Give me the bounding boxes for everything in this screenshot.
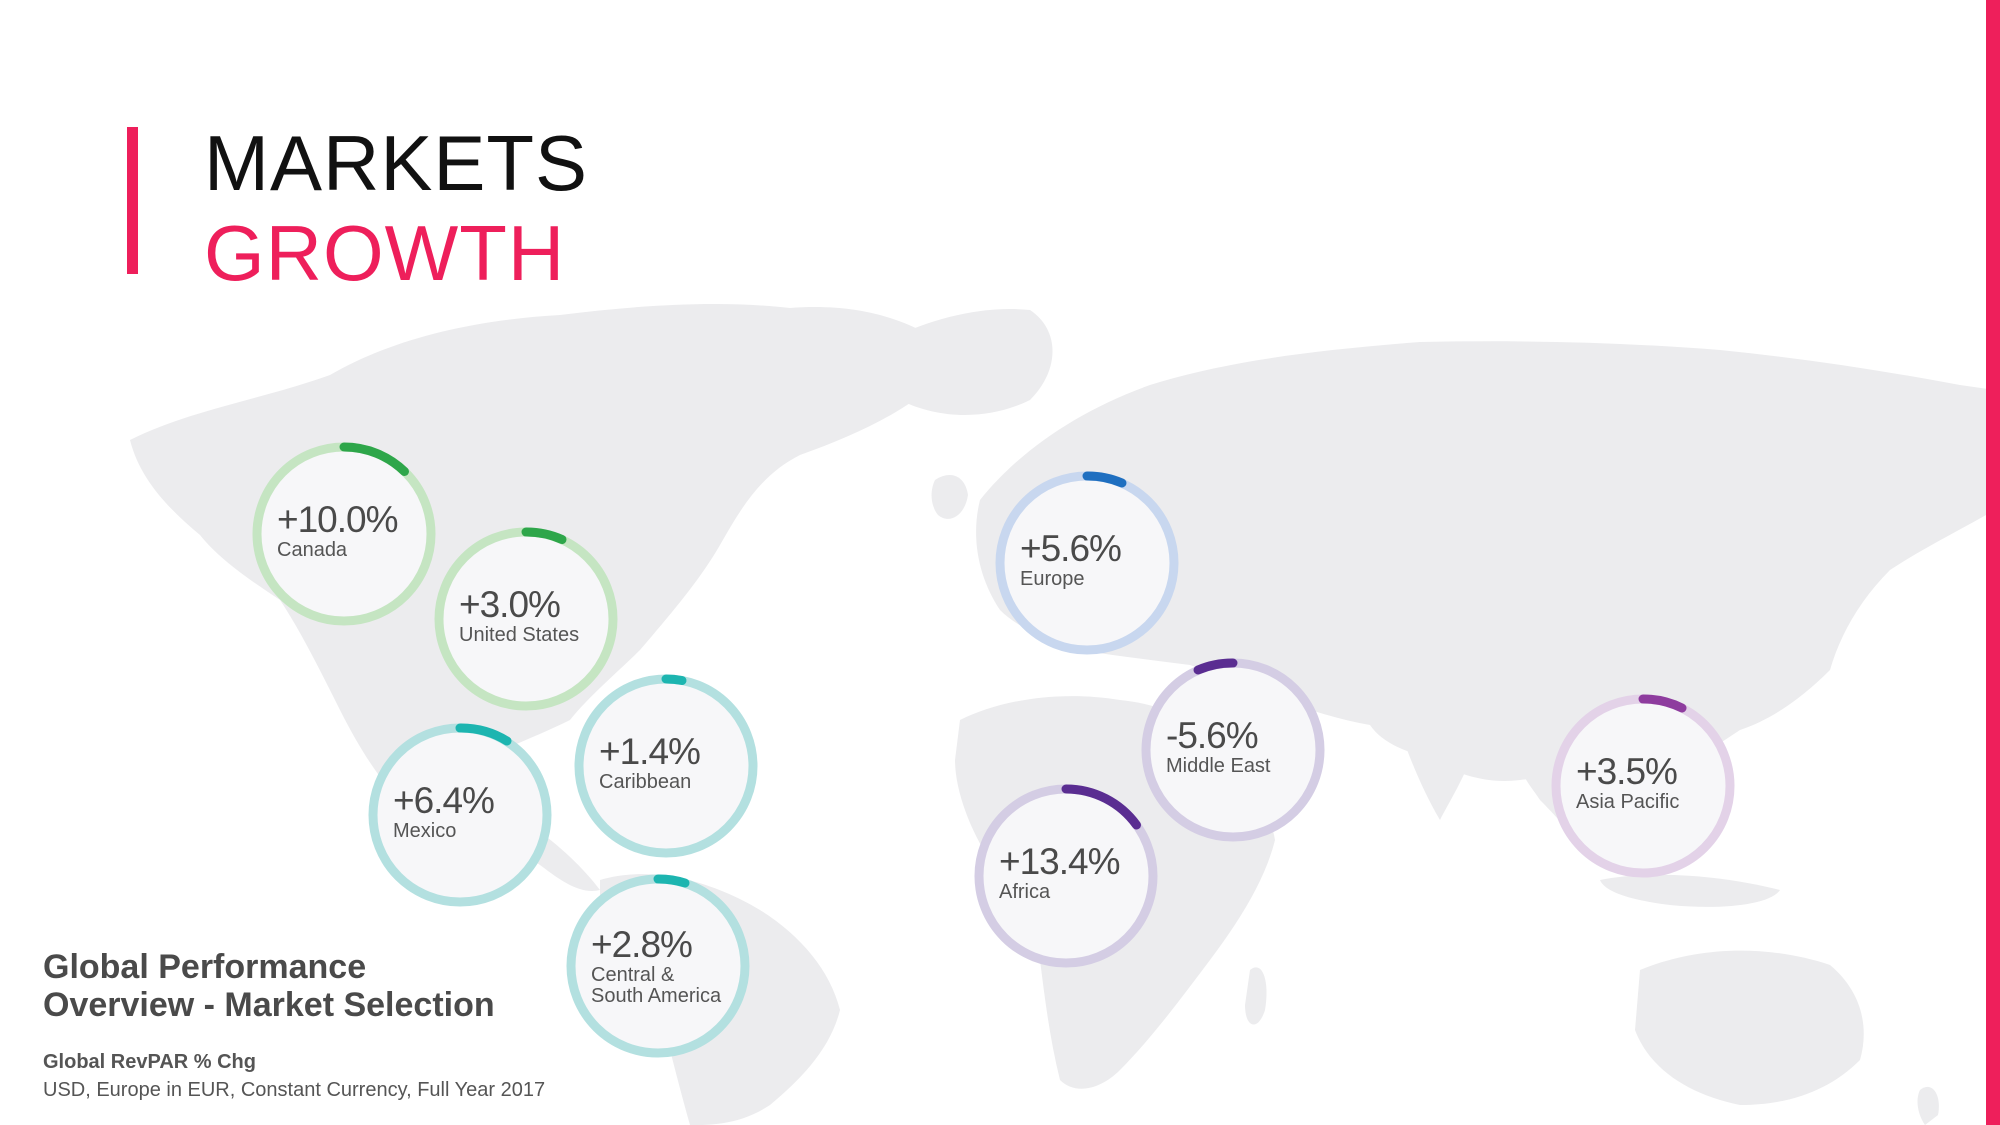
market-value: +6.4% <box>393 780 495 821</box>
market-value: -5.6% <box>1166 715 1259 756</box>
land-new-zealand <box>1917 1086 1939 1125</box>
land-australia <box>1635 950 1864 1105</box>
progress-ring <box>566 874 750 1058</box>
market-value: +5.6% <box>1020 528 1122 569</box>
market-europe: +5.6% Europe <box>992 468 1182 658</box>
progress-ring <box>434 527 618 711</box>
info-metric: Global RevPAR % Chg <box>43 1051 256 1073</box>
land-madagascar <box>1245 967 1267 1025</box>
progress-ring <box>252 442 436 626</box>
market-label: Middle East <box>1166 755 1271 777</box>
market-label: Caribbean <box>599 771 692 793</box>
title-growth: GROWTH <box>204 209 566 297</box>
info-heading-line-2: Overview - Market Selection <box>43 986 495 1024</box>
title-accent-bar <box>127 127 138 274</box>
progress-ring <box>974 784 1158 968</box>
market-label-line-2: South America <box>591 985 722 1007</box>
market-africa: +13.4% Africa <box>971 781 1161 971</box>
progress-ring <box>1551 694 1735 878</box>
market-label: United States <box>459 624 580 646</box>
market-value: +2.8% <box>591 924 693 965</box>
market-value: +3.5% <box>1576 751 1678 792</box>
progress-ring <box>995 471 1179 655</box>
market-value: +1.4% <box>599 731 701 772</box>
market-label: Asia Pacific <box>1576 791 1680 813</box>
market-label: Europe <box>1020 568 1085 590</box>
land-uk <box>931 475 968 519</box>
market-value: +10.0% <box>277 499 399 540</box>
progress-ring <box>574 674 758 858</box>
market-label: Mexico <box>393 820 457 842</box>
market-value: +13.4% <box>999 841 1121 882</box>
progress-ring <box>368 723 552 907</box>
market-asia-pacific: +3.5% Asia Pacific <box>1548 691 1738 881</box>
market-label: Canada <box>277 539 348 561</box>
market-caribbean: +1.4% Caribbean <box>571 671 761 861</box>
market-label-line-1: Central & <box>591 964 675 986</box>
land-greenland <box>866 309 1053 415</box>
market-value: +3.0% <box>459 584 561 625</box>
land-japan <box>1793 536 1829 616</box>
progress-ring <box>1141 658 1325 842</box>
performance-info: Global Performance Overview - Market Sel… <box>43 948 545 1102</box>
info-heading: Global Performance Overview - Market Sel… <box>43 948 545 1024</box>
info-heading-line-1: Global Performance <box>43 948 367 986</box>
market-canada: +10.0% Canada <box>249 439 439 629</box>
right-edge-stripe <box>1986 0 2000 1125</box>
market-central-south-america: +2.8% Central & South America <box>563 871 753 1061</box>
info-note: USD, Europe in EUR, Constant Currency, F… <box>43 1079 546 1101</box>
land-indonesia <box>1600 874 1780 907</box>
market-label: Africa <box>999 881 1051 903</box>
market-mexico: +6.4% Mexico <box>365 720 555 910</box>
market-middle-east: -5.6% Middle East <box>1138 655 1328 845</box>
land-india <box>1400 696 1480 820</box>
market-united-states: +3.0% United States <box>431 524 621 714</box>
title-markets: MARKETS <box>204 119 589 207</box>
